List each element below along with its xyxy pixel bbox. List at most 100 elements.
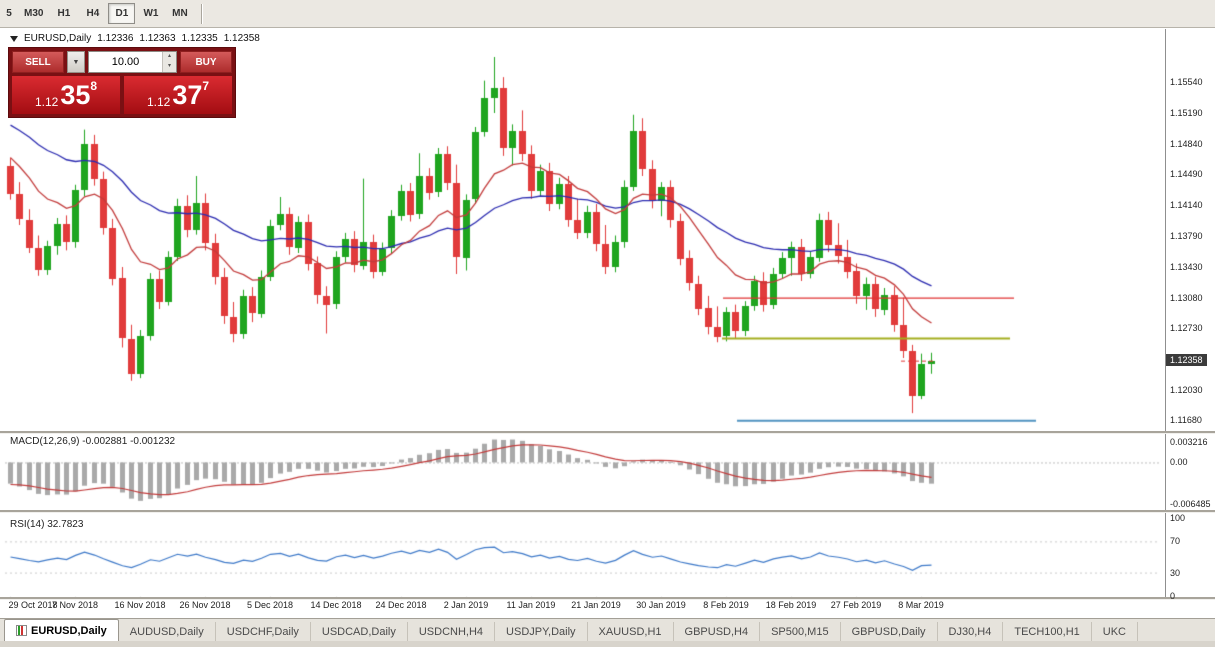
time-axis-label: 24 Dec 2018 — [375, 600, 427, 610]
tab-label: USDCAD,Daily — [321, 625, 396, 638]
time-axis-label: 30 Jan 2019 — [636, 600, 686, 610]
stepper-down-icon[interactable]: ▾ — [163, 62, 176, 72]
timeframe-buttons: 5 M30 H1 H4 D1 W1 MN — [1, 3, 193, 24]
tab-dj30-h4[interactable]: DJ30,H4 — [938, 622, 1004, 641]
tab-label: USDCHF,Daily — [226, 625, 299, 638]
price-axis-label: 1.13790 — [1170, 230, 1203, 241]
rsi-panel-splitter[interactable] — [0, 510, 1215, 513]
horizontal-scrollbar[interactable] — [0, 641, 1215, 647]
tab-usdchf-daily[interactable]: USDCHF,Daily — [216, 622, 311, 641]
rsi-scale-label: 0 — [1170, 591, 1176, 601]
tab-usdcnh-h4[interactable]: USDCNH,H4 — [408, 622, 496, 641]
chart-header: EURUSD,Daily 1.12336 1.12363 1.12335 1.1… — [10, 33, 260, 44]
tab-tech100-h1[interactable]: TECH100,H1 — [1003, 622, 1092, 641]
chevron-down-icon: ▼ — [72, 58, 80, 66]
buy-price-point: 7 — [202, 79, 210, 93]
tab-audusd-daily[interactable]: AUDUSD,Daily — [119, 622, 216, 641]
time-axis-label: 27 Feb 2019 — [830, 600, 882, 610]
price-axis-label: 1.15190 — [1170, 108, 1203, 118]
time-axis-label: 21 Jan 2019 — [571, 600, 621, 610]
buy-price-tile[interactable]: 1.12 37 7 — [124, 76, 232, 114]
volume-field[interactable]: 10.00 ▴ ▾ — [88, 51, 177, 73]
time-axis-label: 8 Mar 2019 — [898, 600, 944, 610]
ohlc-open: 1.12336 — [97, 33, 134, 44]
timeframe-button-w1[interactable]: W1 — [137, 3, 164, 24]
price-axis-label: 1.13430 — [1170, 262, 1203, 272]
macd-panel-label: MACD(12,26,9) -0.002881 -0.001232 — [10, 436, 176, 447]
rsi-scale-label: 100 — [1170, 513, 1186, 523]
price-axis-label: 1.15540 — [1170, 77, 1203, 88]
tab-ukc[interactable]: UKC — [1092, 622, 1138, 641]
buy-button[interactable]: BUY — [180, 51, 232, 73]
macd-panel-splitter[interactable] — [0, 431, 1215, 434]
ohlc-high: 1.12363 — [139, 33, 176, 44]
tab-gbpusd-h4[interactable]: GBPUSD,H4 — [674, 622, 761, 641]
price-axis-label: 1.14840 — [1170, 138, 1203, 149]
tab-label: XAUUSD,H1 — [598, 625, 662, 638]
time-axis-label: 14 Dec 2018 — [310, 600, 362, 610]
timeframe-button-5[interactable]: 5 — [1, 3, 17, 24]
price-axis-separator — [1165, 29, 1166, 597]
rsi-panel-label: RSI(14) 32.7823 — [10, 519, 84, 530]
tab-label: GBPUSD,H4 — [684, 625, 749, 638]
one-click-trade-panel: SELL ▼ 10.00 ▴ ▾ BUY 1.12 35 8 1.12 37 7 — [8, 47, 236, 118]
price-axis-label: 1.12030 — [1170, 384, 1203, 395]
stepper-up-icon[interactable]: ▴ — [163, 52, 176, 62]
tab-label: USDCNH,H4 — [418, 625, 484, 638]
volume-stepper[interactable]: ▴ ▾ — [162, 52, 176, 72]
time-axis-label: 29 Oct 2018 — [8, 600, 58, 610]
sell-price-pips: 35 — [60, 80, 91, 110]
volume-value[interactable]: 10.00 — [111, 56, 140, 68]
toolbar-separator — [201, 3, 204, 24]
price-axis-label: 1.11680 — [1170, 415, 1202, 426]
sell-button[interactable]: SELL — [12, 51, 64, 73]
tab-usdjpy-daily[interactable]: USDJPY,Daily — [495, 622, 588, 641]
tab-label: AUDUSD,Daily — [129, 625, 204, 638]
timeframe-button-h1[interactable]: H1 — [50, 3, 77, 24]
sell-price-prefix: 1.12 — [34, 95, 59, 109]
tab-usdcad-daily[interactable]: USDCAD,Daily — [311, 622, 408, 641]
ohlc-close: 1.12358 — [223, 33, 260, 44]
symbol-tabs: EURUSD,Daily AUDUSD,Daily USDCHF,Daily USDC… — [0, 618, 1215, 641]
macd-scale-label: 0.00 — [1170, 457, 1188, 468]
timeframe-button-h4[interactable]: H4 — [79, 3, 106, 24]
sell-price-tile[interactable]: 1.12 35 8 — [12, 76, 120, 114]
time-axis-label: 11 Jan 2019 — [506, 600, 556, 610]
rsi-scale-label: 30 — [1170, 567, 1181, 578]
tab-label: SP500,M15 — [771, 625, 829, 638]
tab-label: GBPUSD,Daily — [851, 625, 926, 638]
sell-price-point: 8 — [90, 79, 98, 93]
tab-eurusd-daily[interactable]: EURUSD,Daily — [4, 619, 119, 641]
tab-label: TECH100,H1 — [1014, 625, 1080, 638]
tab-xauusd-h1[interactable]: XAUUSD,H1 — [588, 622, 674, 641]
time-axis-label: 26 Nov 2018 — [179, 600, 231, 610]
price-axis-label: 1.14140 — [1170, 199, 1203, 210]
chart-symbol-arrow-icon — [10, 35, 18, 42]
tab-label: DJ30,H4 — [948, 625, 992, 638]
time-axis-label: 8 Feb 2019 — [703, 600, 749, 610]
volume-preset-dropdown[interactable]: ▼ — [67, 51, 85, 73]
rsi-scale-label: 70 — [1170, 536, 1181, 547]
price-axis-label: 1.12730 — [1170, 323, 1203, 334]
buy-price-pips: 37 — [172, 80, 203, 110]
timeframe-button-m30[interactable]: M30 — [19, 3, 48, 24]
timeframe-toolbar: 5 M30 H1 H4 D1 W1 MN — [0, 0, 1215, 28]
timeframe-button-d1[interactable]: D1 — [108, 3, 136, 24]
timeframe-button-mn[interactable]: MN — [166, 3, 193, 24]
tab-label: UKC — [1102, 625, 1126, 638]
macd-scale-label: 0.003216 — [1170, 436, 1208, 447]
tab-gbpusd-daily[interactable]: GBPUSD,Daily — [841, 622, 938, 641]
current-price-badge: 1.12358 — [1166, 353, 1207, 366]
buy-price-prefix: 1.12 — [146, 95, 171, 109]
macd-scale-label: -0.006485 — [1170, 498, 1211, 509]
time-axis-splitter — [0, 597, 1215, 600]
chart-title: EURUSD,Daily — [24, 33, 92, 44]
tab-sp500-m15[interactable]: SP500,M15 — [760, 622, 841, 641]
time-axis-label: 7 Nov 2018 — [51, 600, 99, 610]
time-axis-label: 2 Jan 2019 — [443, 600, 489, 610]
tab-label: EURUSD,Daily — [31, 624, 107, 637]
time-axis-label: 16 Nov 2018 — [114, 600, 166, 610]
tab-label: USDJPY,Daily — [506, 625, 576, 638]
chart-tab-icon — [16, 625, 27, 636]
price-axis-label: 1.13080 — [1170, 292, 1203, 303]
